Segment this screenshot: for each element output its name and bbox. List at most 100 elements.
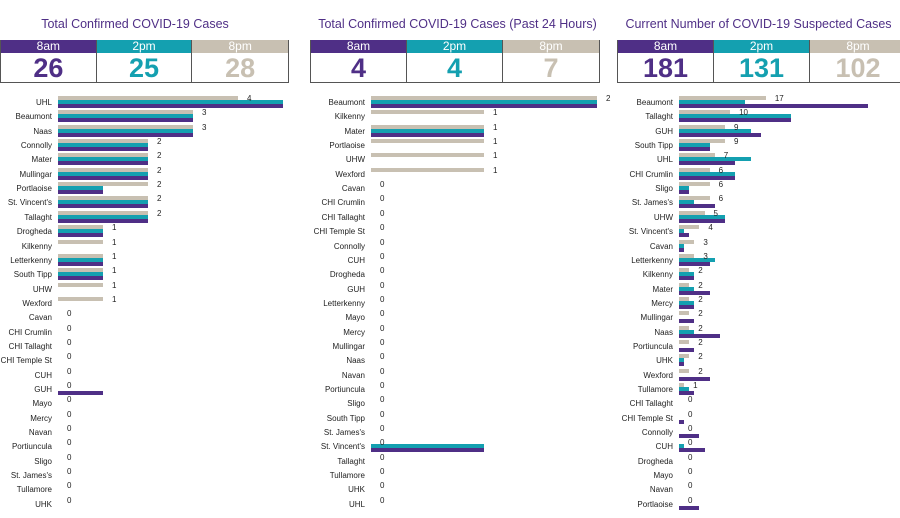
data-label: 9 [733, 137, 739, 147]
bar-8am [58, 276, 103, 281]
bar-8am [679, 233, 690, 238]
category-label: Mater [652, 284, 673, 294]
category-label: South Tipp [326, 413, 365, 423]
chart-row: Beaumont 2 [310, 94, 610, 110]
data-label: 0 [67, 438, 72, 448]
chart-row: Letterkenny 1 [0, 252, 300, 268]
category-label: CUH [655, 442, 673, 452]
data-label: 0 [380, 395, 385, 405]
bar-8pm [371, 139, 484, 144]
category-label: St. Vincent's [320, 442, 365, 452]
kpi-8am: 8am 26 [1, 40, 97, 83]
bar-2pm [58, 272, 103, 277]
category-label: Sligo [34, 456, 52, 466]
bar-8am [679, 362, 685, 367]
chart-row: Mullingar 2 [0, 166, 300, 182]
bar-8pm [679, 182, 710, 187]
bar-2pm [679, 387, 690, 391]
data-label: 1 [493, 137, 498, 147]
bar-2pm [58, 114, 193, 119]
chart-row: Tallaght 2 [0, 209, 300, 225]
chart-row: Portlaoise 2 [0, 180, 300, 196]
category-label: CHI Temple St [313, 227, 365, 237]
bar-8pm [58, 153, 148, 158]
chart-row: Letterkenny 0 [310, 294, 605, 311]
data-label: 0 [380, 237, 385, 247]
data-label: 0 [380, 337, 385, 347]
data-label: 0 [380, 495, 385, 505]
kpi-value-2pm: 4 [407, 53, 502, 83]
category-label: CHI Crumlin [8, 327, 52, 337]
category-label: Navan [28, 428, 52, 438]
category-label: CHI Crumlin [629, 169, 673, 179]
category-label: St. James's [631, 198, 673, 208]
data-label: 0 [380, 438, 385, 448]
chart-row: Mayo 0 [310, 309, 605, 325]
category-label: Naas [654, 327, 673, 337]
category-label: Kilkenny [642, 270, 673, 280]
chart-row: Navan 0 [310, 367, 605, 383]
category-label: Portlaoise [16, 184, 52, 194]
bar-8am [679, 376, 710, 381]
data-label: 0 [380, 194, 385, 204]
panel-past-24-hours: Total Confirmed COVID-19 Cases (Past 24 … [310, 0, 610, 518]
data-label: 1 [112, 237, 117, 247]
data-label: 2 [606, 94, 611, 103]
bar-8am [679, 419, 685, 424]
bar-8am [58, 190, 103, 195]
bar-2pm [679, 229, 685, 234]
category-label: CUH [347, 255, 365, 265]
bar-8pm [679, 110, 731, 115]
bar-8pm [58, 96, 238, 100]
data-label: 6 [718, 180, 724, 190]
bar-8pm [58, 167, 148, 172]
category-label: CHI Temple St [621, 413, 673, 423]
bar-2pm [679, 100, 746, 104]
data-label: 2 [698, 266, 703, 276]
bar-2pm [371, 444, 484, 449]
chart-row: Portiuncula 0 [0, 438, 300, 454]
category-label: UHL [656, 155, 673, 165]
data-label: 0 [380, 294, 385, 304]
chart-row: Connolly 0 [310, 237, 605, 254]
chart-row: UHW 5 [617, 209, 900, 225]
bar-8am [679, 347, 695, 352]
bar-8pm [679, 339, 690, 344]
bar-8am [679, 190, 690, 195]
kpi-value-8pm: 28 [192, 53, 289, 83]
bar-2pm [58, 229, 103, 234]
chart-row: South Tipp 0 [310, 410, 605, 426]
chart-row: CHI Temple St 0 [0, 352, 300, 368]
category-label: Tullamore [329, 471, 365, 481]
category-label: Portiuncula [632, 341, 673, 351]
bar-8am [679, 104, 868, 108]
bar-2pm [58, 186, 103, 191]
chart-row: Navan 0 [0, 424, 300, 440]
bar-8am [679, 204, 715, 209]
category-label: Connolly [333, 241, 365, 251]
category-label: St. Vincent's [628, 227, 673, 237]
chart-row: GUH 9 [617, 123, 900, 139]
bar-2pm [58, 257, 103, 262]
data-label: 4 [247, 94, 252, 103]
chart-row: CHI Tallaght 0 [0, 338, 300, 354]
bar-8am [58, 391, 103, 395]
bar-8pm [58, 268, 103, 273]
kpi-header-2pm: 2pm [96, 40, 192, 53]
bar-2pm [58, 143, 148, 148]
chart-row: Mullingar 2 [617, 309, 900, 325]
bar-2pm [371, 100, 597, 104]
panel-title: Current Number of COVID-19 Suspected Cas… [625, 17, 892, 31]
chart-row: St. James's 6 [617, 194, 900, 210]
category-label: Wexford [643, 370, 673, 380]
category-label: GUH [34, 385, 52, 394]
data-label: 1 [693, 381, 698, 390]
category-label: Beaumont [15, 112, 52, 122]
data-label: 1 [493, 165, 498, 175]
data-label: 2 [698, 323, 703, 333]
chart-row: Beaumont 17 [617, 94, 900, 110]
data-label: 0 [380, 266, 385, 276]
bar-8am [679, 132, 761, 137]
data-label: 2 [698, 280, 703, 290]
bar-2pm [679, 114, 792, 119]
